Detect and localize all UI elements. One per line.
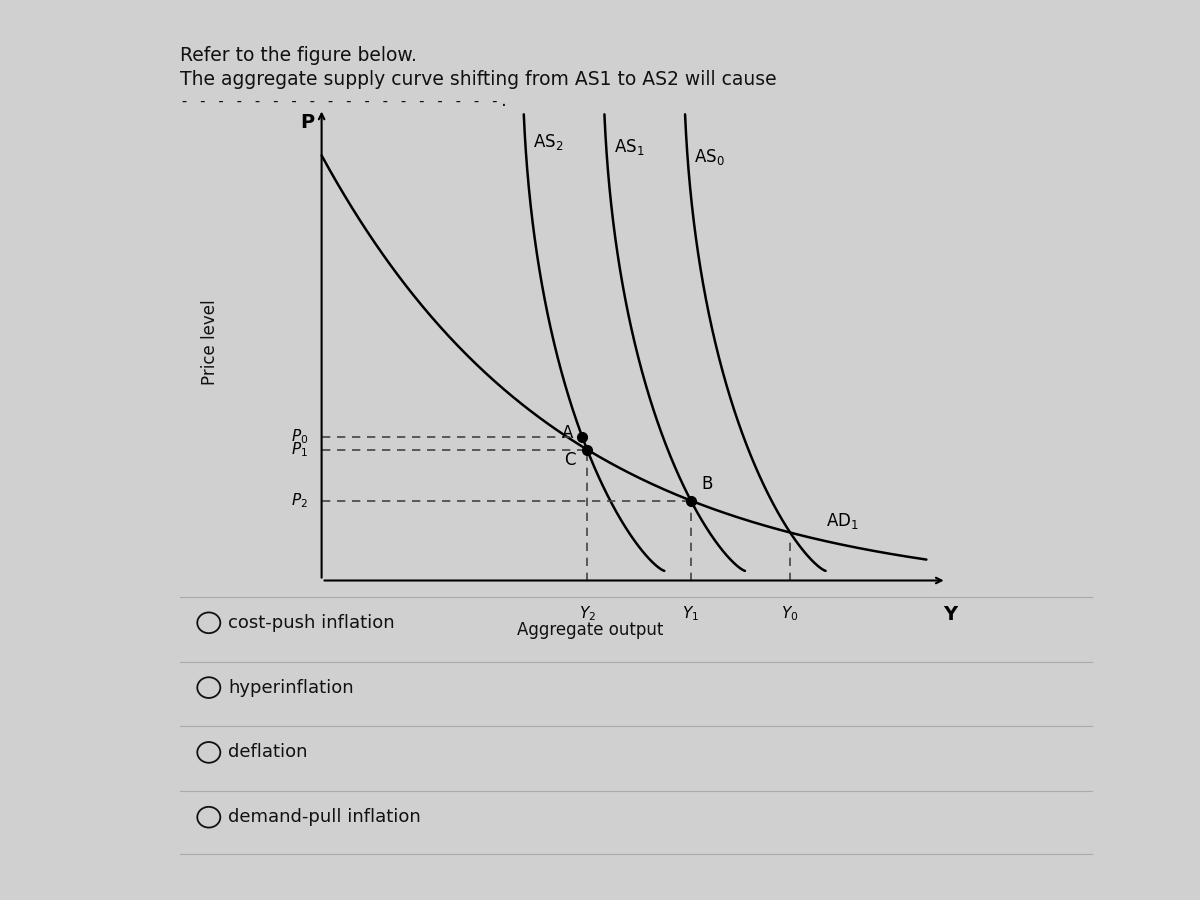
Text: Aggregate output: Aggregate output <box>517 621 664 639</box>
Text: cost-push inflation: cost-push inflation <box>228 614 395 632</box>
Text: $\mathrm{AS_0}$: $\mathrm{AS_0}$ <box>695 147 725 166</box>
Text: Y: Y <box>943 605 956 624</box>
Text: The aggregate supply curve shifting from AS1 to AS2 will cause: The aggregate supply curve shifting from… <box>180 70 776 89</box>
Text: B: B <box>701 475 713 493</box>
Text: P: P <box>300 113 314 132</box>
Text: deflation: deflation <box>228 743 307 761</box>
Text: $Y_2$: $Y_2$ <box>578 605 595 624</box>
Text: hyperinflation: hyperinflation <box>228 679 354 697</box>
Text: $Y_0$: $Y_0$ <box>781 605 799 624</box>
Text: $Y_1$: $Y_1$ <box>683 605 700 624</box>
Text: Refer to the figure below.: Refer to the figure below. <box>180 46 416 65</box>
Text: A: A <box>563 424 574 442</box>
Text: $\mathrm{AS_2}$: $\mathrm{AS_2}$ <box>533 132 564 152</box>
Text: $P_0$: $P_0$ <box>290 428 308 446</box>
Text: $P_2$: $P_2$ <box>292 491 308 510</box>
Text: - - - - - - - - - - - - - - - - - -.: - - - - - - - - - - - - - - - - - -. <box>180 94 509 109</box>
Text: $\mathrm{AD_1}$: $\mathrm{AD_1}$ <box>826 511 858 532</box>
Text: C: C <box>564 451 576 469</box>
Text: Price level: Price level <box>202 299 220 385</box>
Text: $\mathrm{AS_1}$: $\mathrm{AS_1}$ <box>613 137 644 157</box>
Text: demand-pull inflation: demand-pull inflation <box>228 808 421 826</box>
Text: $P_1$: $P_1$ <box>292 440 308 459</box>
